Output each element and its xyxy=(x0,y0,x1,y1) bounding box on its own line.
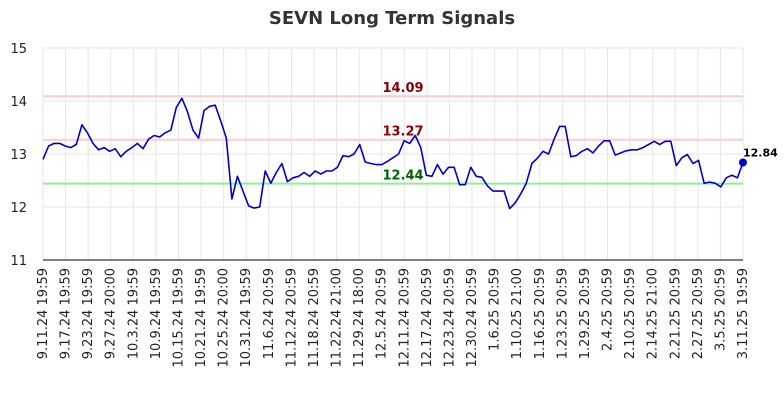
chart-title: SEVN Long Term Signals xyxy=(268,8,516,29)
x-tick-label: 1.29.25 20:59 xyxy=(578,268,593,359)
x-tick-label: 12.30.24 20:59 xyxy=(465,268,480,368)
y-tick-label: 13 xyxy=(10,148,27,163)
y-tick-label: 12 xyxy=(10,201,27,216)
x-tick-label: 10.15.24 19:59 xyxy=(171,268,186,368)
level-label: 13.27 xyxy=(382,125,423,140)
x-tick-label: 1.16.25 20:59 xyxy=(533,268,548,359)
x-tick-label: 9.27.24 20:00 xyxy=(104,268,119,359)
price-series-line xyxy=(42,97,744,210)
y-tick-label: 15 xyxy=(10,42,27,57)
y-tick-label: 11 xyxy=(10,254,27,269)
x-tick-label: 12.17.24 20:59 xyxy=(420,268,435,368)
x-tick-label: 11.18.24 20:59 xyxy=(307,268,322,368)
x-tick-label: 12.23.24 20:59 xyxy=(442,268,457,368)
x-tick-label: 11.12.24 20:59 xyxy=(284,268,299,368)
x-tick-label: 9.17.24 19:59 xyxy=(59,268,74,359)
x-tick-label: 1.23.25 20:59 xyxy=(555,268,570,359)
x-tick-label: 2.4.25 20:59 xyxy=(601,268,616,351)
x-tick-label: 3.11.25 19:59 xyxy=(736,268,751,359)
x-tick-label: 11.6.24 20:59 xyxy=(262,268,277,359)
x-tick-label: 12.11.24 20:59 xyxy=(397,268,412,368)
level-label: 12.44 xyxy=(382,169,423,184)
x-tick-label: 9.23.24 19:59 xyxy=(81,268,96,359)
x-tick-label: 10.31.24 19:59 xyxy=(239,268,254,368)
x-tick-label: 3.5.25 20:59 xyxy=(713,268,728,351)
x-tick-label: 12.5.24 20:59 xyxy=(375,268,390,359)
x-tick-label: 2.21.25 20:59 xyxy=(668,268,683,359)
last-value-label: 12.84 xyxy=(743,146,778,159)
x-tick-label: 1.6.25 20:59 xyxy=(488,268,503,351)
x-tick-label: 11.22.24 21:00 xyxy=(330,268,345,368)
x-tick-label: 10.3.24 19:59 xyxy=(126,268,141,359)
x-tick-label: 10.21.24 19:59 xyxy=(194,268,209,368)
x-tick-label: 9.11.24 19:59 xyxy=(36,268,51,359)
x-tick-label: 2.27.25 20:59 xyxy=(691,268,706,359)
x-tick-label: 10.9.24 19:59 xyxy=(149,268,164,359)
x-tick-label: 2.14.25 21:00 xyxy=(646,268,661,359)
x-tick-label: 11.29.24 18:00 xyxy=(352,268,367,368)
level-label: 14.09 xyxy=(382,81,423,96)
x-tick-label: 2.10.25 20:59 xyxy=(623,268,638,359)
y-tick-label: 14 xyxy=(10,95,27,110)
last-point-marker xyxy=(739,158,747,167)
x-tick-label: 10.25.24 20:00 xyxy=(217,268,232,368)
x-tick-label: 1.10.25 21:00 xyxy=(510,268,525,359)
